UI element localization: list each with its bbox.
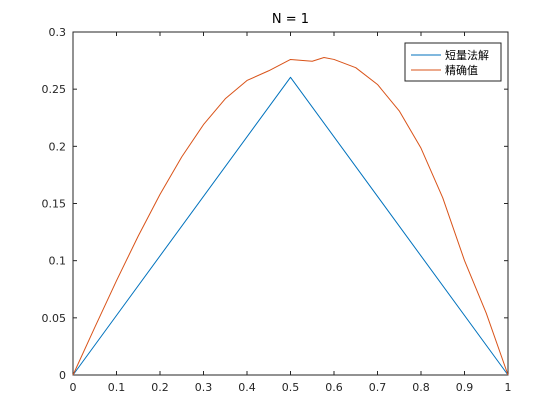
chart-title: N = 1	[272, 12, 309, 27]
x-tick-label: 0	[70, 381, 77, 394]
x-tick-label: 0.6	[325, 381, 343, 394]
y-tick-label: 0	[59, 369, 66, 382]
x-tick-label: 0.1	[108, 381, 126, 394]
x-tick-label: 0.2	[151, 381, 169, 394]
axis-ticks: 0 0.1 0.2 0.3 0.4 0.5 0.6 0.7 0.8 0.9 1 0 0.05 0.1 0.1…	[42, 26, 512, 394]
series-line-2	[72, 57, 509, 376]
x-tick-label: 0.8	[412, 381, 430, 394]
x-tick-label: 0.5	[282, 381, 300, 394]
y-tick-label: 0.15	[42, 198, 67, 211]
y-tick-label: 0.25	[42, 83, 67, 96]
x-tick-label: 0.3	[195, 381, 213, 394]
y-tick-label: 0.3	[49, 26, 67, 39]
x-tick-label: 0.4	[238, 381, 256, 394]
x-tick-label: 1	[505, 381, 512, 394]
x-tick-label: 0.9	[456, 381, 474, 394]
x-tick-label: 0.7	[369, 381, 387, 394]
legend-label: 精确值	[445, 64, 478, 77]
series-line-1	[72, 76, 509, 376]
y-tick-label: 0.1	[49, 255, 67, 268]
legend-label: 短量法解	[445, 48, 489, 62]
legend-box	[404, 42, 502, 82]
y-tick-label: 0.2	[49, 140, 67, 153]
plot-area	[72, 31, 509, 376]
y-tick-label: 0.05	[42, 312, 67, 325]
series-layer	[72, 57, 509, 376]
